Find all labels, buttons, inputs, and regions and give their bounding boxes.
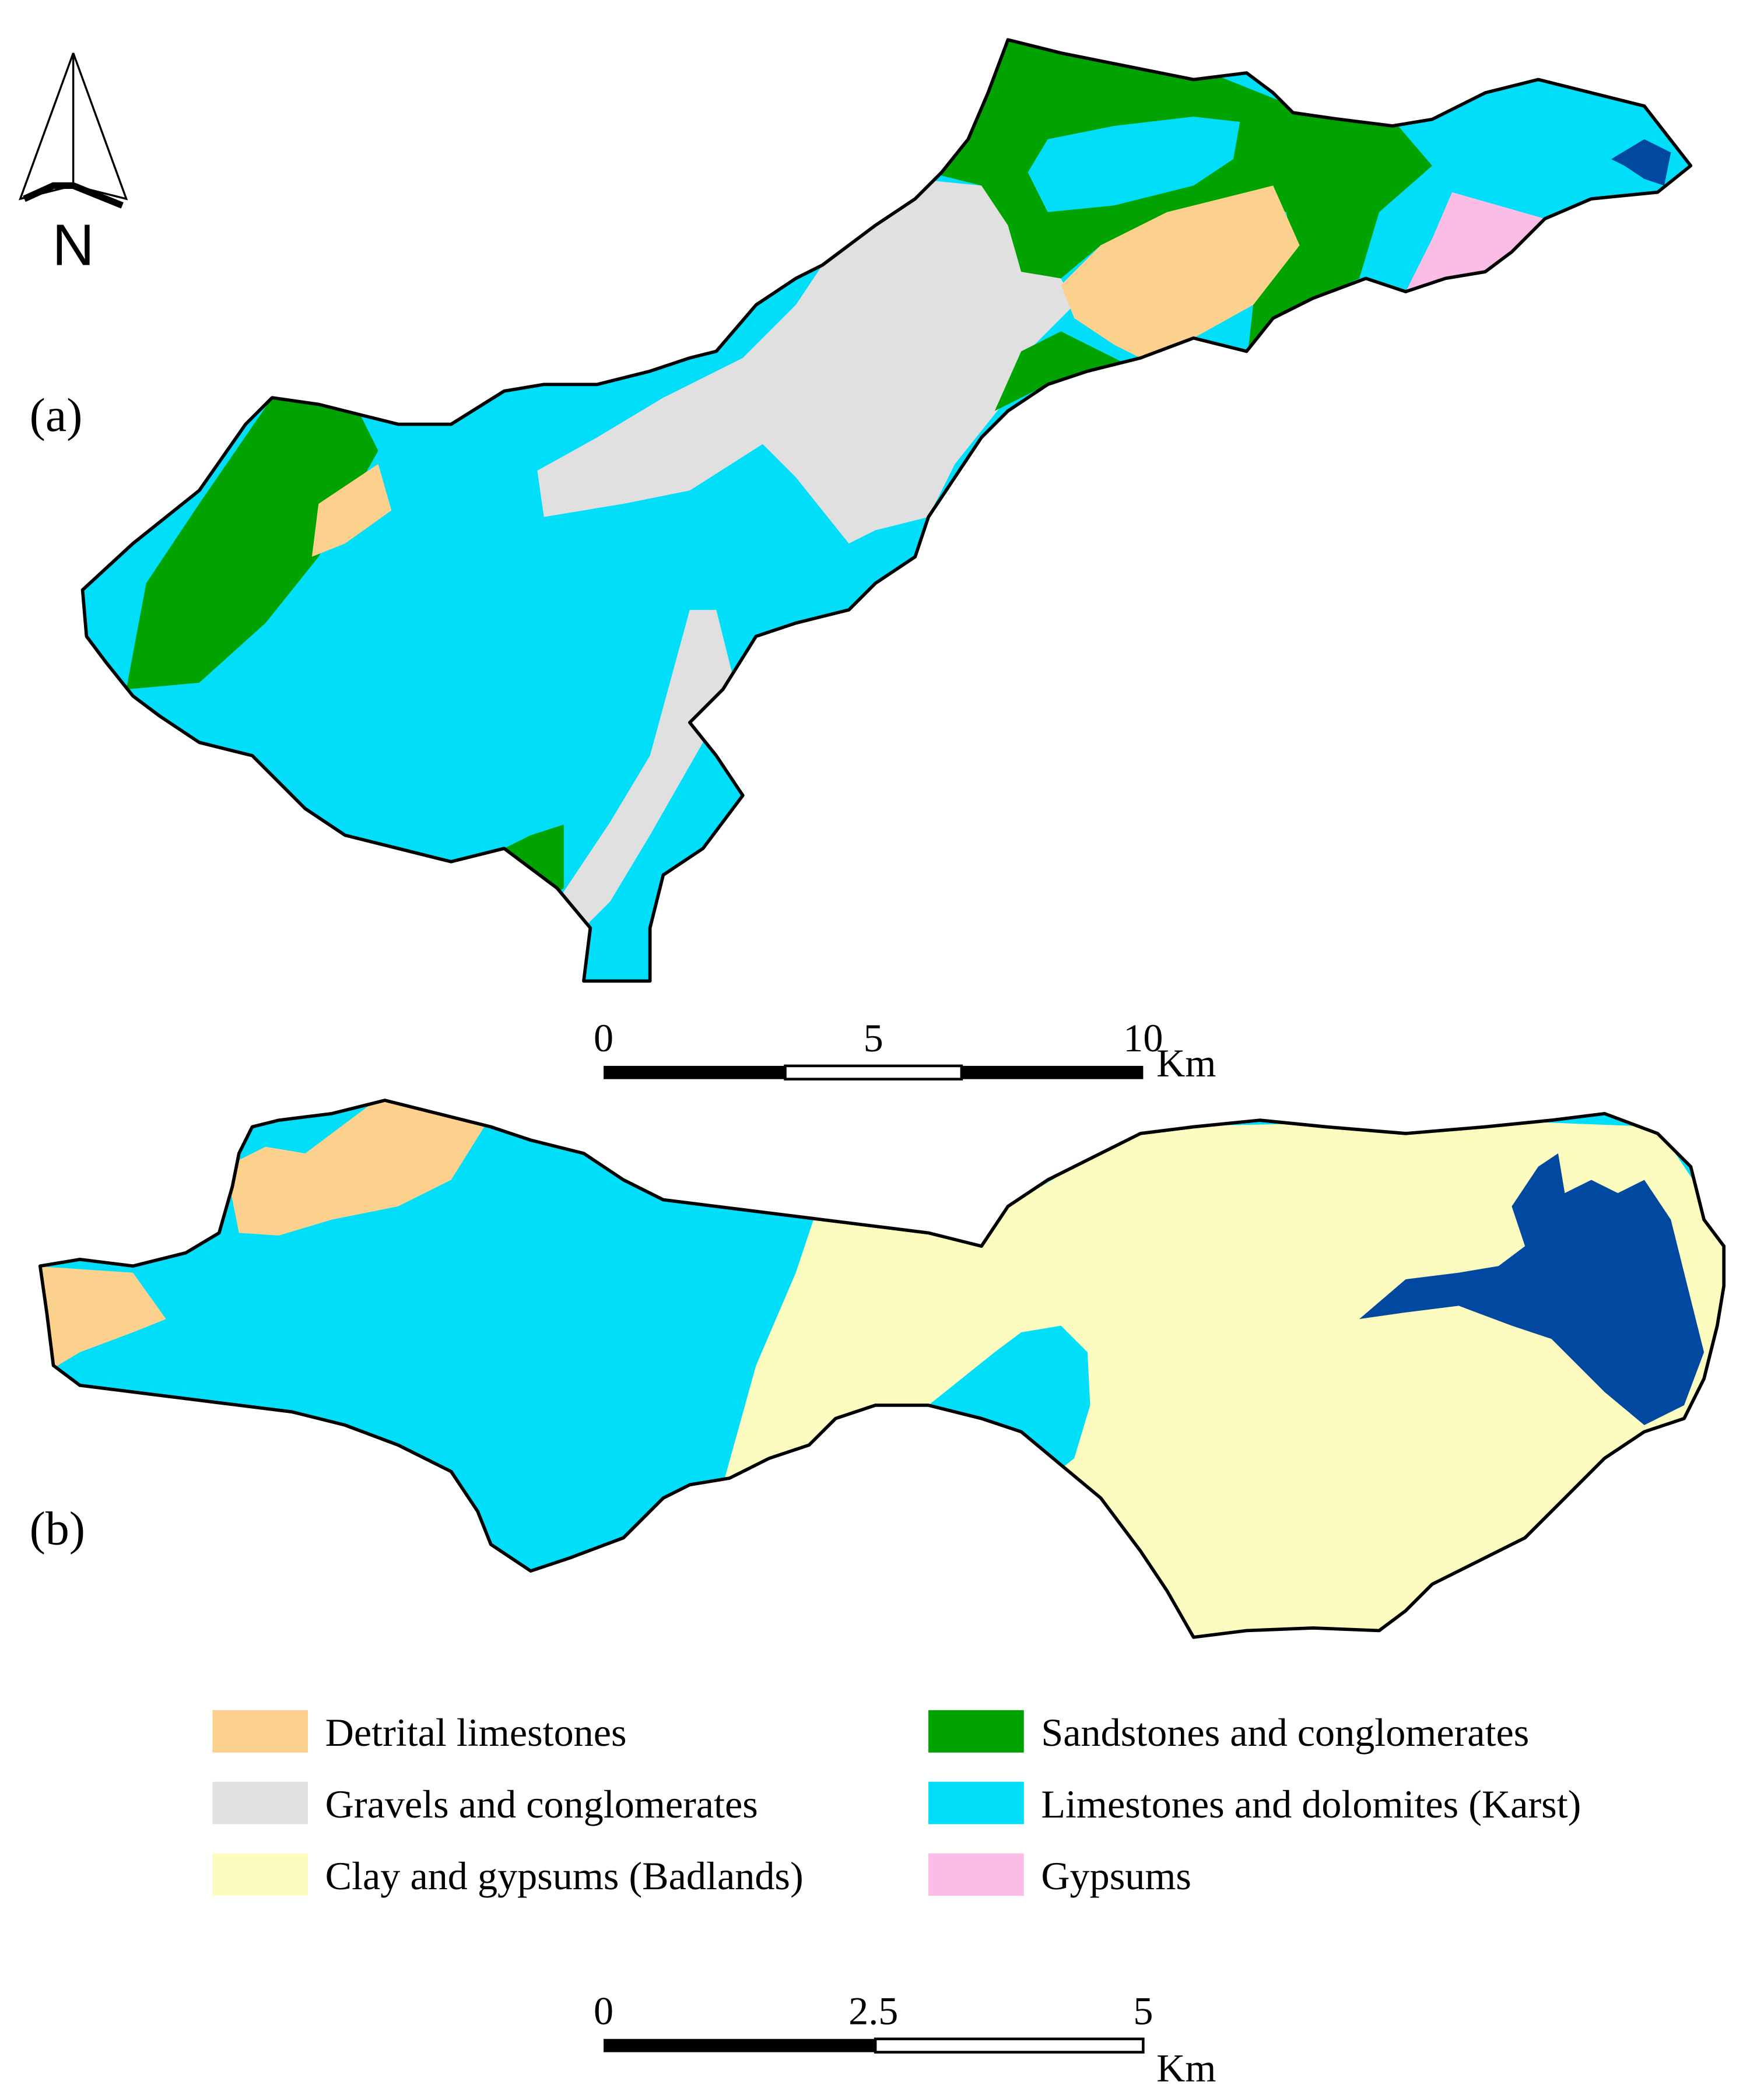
reservoir bbox=[1611, 139, 1671, 186]
unit-area bbox=[537, 178, 1075, 544]
scale-tick-label: 2.5 bbox=[848, 1989, 898, 2033]
map-a bbox=[82, 40, 1691, 981]
unit-area bbox=[994, 331, 1128, 411]
scale-tick-label: 5 bbox=[1133, 1989, 1153, 2033]
north-arrow: N bbox=[19, 52, 128, 278]
legend-label: Gravels and conglomerates bbox=[325, 1782, 758, 1826]
legend-label: Detrital limestones bbox=[325, 1710, 627, 1755]
scale-tick-label: 10 bbox=[1123, 1016, 1163, 1060]
legend-swatch bbox=[928, 1710, 1024, 1753]
unit-area bbox=[1405, 192, 1545, 292]
unit-area bbox=[311, 464, 392, 557]
panel-label: (b) bbox=[30, 1502, 85, 1555]
unit-area bbox=[557, 609, 737, 928]
legend-swatch bbox=[212, 1853, 308, 1896]
unit-area bbox=[928, 1325, 1090, 1469]
scale-unit: Km bbox=[1156, 1041, 1216, 1085]
map-b bbox=[40, 1100, 1724, 1637]
panel-label: (a) bbox=[30, 388, 83, 441]
unit-area bbox=[1061, 185, 1300, 358]
scale-bar: 0 2.5 5Km bbox=[594, 1989, 1216, 2084]
reservoir bbox=[1359, 1153, 1705, 1426]
legend-label: Sandstones and conglomerates bbox=[1041, 1710, 1529, 1755]
legend-label: Limestones and dolomites (Karst) bbox=[1041, 1782, 1581, 1826]
scale-tick-label: 0 bbox=[594, 1016, 613, 1060]
legend-swatch bbox=[928, 1781, 1024, 1825]
legend-swatch bbox=[212, 1710, 308, 1753]
legend-swatch bbox=[212, 1781, 308, 1825]
scale-tick-label: 5 bbox=[864, 1016, 883, 1060]
legend-label: Clay and gypsums (Badlands) bbox=[325, 1854, 804, 1898]
scale-unit: Km bbox=[1156, 2046, 1216, 2084]
unit-area bbox=[40, 1266, 166, 1373]
unit-area bbox=[723, 1120, 1724, 1637]
north-label: N bbox=[52, 213, 94, 278]
legend: Detrital limestones Sandstones and conglo… bbox=[212, 1710, 1581, 1898]
unit-area bbox=[226, 1100, 485, 1236]
scale-tick-label: 0 bbox=[594, 1989, 613, 2033]
unit-area bbox=[1027, 117, 1240, 212]
legend-swatch bbox=[928, 1853, 1024, 1896]
unit-area bbox=[126, 398, 378, 690]
legend-label: Gypsums bbox=[1041, 1854, 1191, 1898]
